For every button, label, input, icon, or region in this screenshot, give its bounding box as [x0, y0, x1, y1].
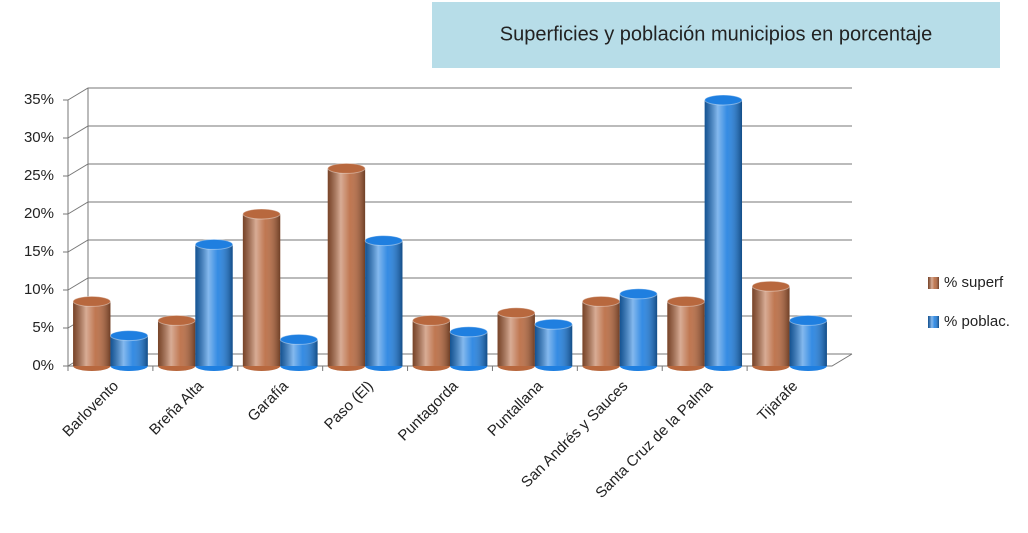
- x-tick-label: Puntagorda: [395, 377, 462, 444]
- grid-line: [67, 277, 852, 291]
- bar-group: [751, 280, 791, 371]
- grid-line: [67, 125, 852, 139]
- x-tick-label: Tijarafe: [754, 378, 801, 425]
- y-tick-label: 35%: [24, 91, 54, 108]
- bar-top: [619, 288, 658, 300]
- y-tick-label: 5%: [32, 319, 54, 336]
- bar-shine: [365, 240, 403, 366]
- y-tick-label: 15%: [24, 243, 54, 260]
- y-tick-label: 20%: [24, 205, 54, 222]
- bar-group: [497, 307, 536, 371]
- legend-label: % poblac.: [944, 313, 1010, 330]
- bar-top: [327, 162, 366, 174]
- y-tick-label: 25%: [24, 167, 54, 184]
- bar-top: [242, 208, 281, 220]
- bar-top: [449, 326, 488, 338]
- chart-title: Superficies y población municipios en po…: [500, 23, 932, 45]
- bar-top: [412, 314, 451, 326]
- bar-shine: [412, 320, 450, 366]
- bar-group: [242, 208, 281, 371]
- bar-group: [194, 238, 234, 371]
- x-tick-label: Paso (El): [321, 378, 377, 434]
- bar-group: [412, 314, 451, 371]
- bar-top: [279, 333, 319, 345]
- grid-line: [67, 239, 852, 253]
- legend-swatch-shine: [928, 316, 939, 328]
- bar-group: [279, 333, 319, 371]
- bar-shine: [582, 301, 620, 366]
- bar-group: [581, 295, 621, 371]
- bar-shine: [195, 244, 233, 366]
- bar-group: [364, 235, 403, 371]
- x-tick-label: Garafía: [244, 377, 292, 425]
- bar-shine: [327, 168, 366, 366]
- bar-shine: [73, 301, 111, 366]
- bar-shine: [752, 286, 790, 366]
- bar-top: [534, 318, 573, 330]
- bar-top: [109, 330, 149, 342]
- x-tick-label: Barlovento: [59, 378, 122, 441]
- x-tick-label: Puntallana: [484, 377, 547, 440]
- bar-top: [72, 295, 111, 307]
- bar-group: [704, 94, 743, 371]
- bar-shine: [534, 324, 573, 366]
- x-tick-label: Breña Alta: [146, 377, 207, 438]
- bar-group: [72, 295, 111, 371]
- bar-top: [789, 314, 828, 326]
- y-tick-label: 10%: [24, 281, 54, 298]
- bar-shine: [667, 301, 705, 366]
- bar-shine: [704, 100, 743, 366]
- legend-swatch-shine: [928, 277, 939, 289]
- bar-top: [364, 235, 403, 247]
- bar-top: [751, 280, 791, 292]
- bar-group: [789, 314, 828, 371]
- bar-top: [704, 94, 743, 106]
- bar-group: [109, 330, 149, 371]
- bar-shine: [157, 320, 196, 366]
- bar-top: [157, 314, 196, 326]
- bar-shine: [242, 214, 281, 366]
- bar-group: [449, 326, 488, 371]
- y-tick-label: 0%: [32, 357, 54, 374]
- bar-shine: [110, 335, 148, 366]
- y-tick-label: 30%: [24, 129, 54, 146]
- grid-line: [67, 201, 852, 215]
- bar-top: [194, 238, 234, 250]
- bar-shine: [450, 331, 488, 366]
- bar-top: [497, 307, 536, 319]
- bar-group: [666, 295, 706, 371]
- grid-line: [67, 87, 852, 101]
- grid-line: [67, 163, 852, 177]
- bar-group: [157, 314, 196, 371]
- bar-top: [666, 295, 706, 307]
- legend-label: % superf: [944, 274, 1004, 291]
- bar-shine: [789, 320, 827, 366]
- bar-group: [327, 162, 366, 371]
- bar-group: [619, 288, 658, 371]
- bar-shine: [497, 312, 535, 366]
- bar-top: [581, 295, 621, 307]
- bar-group: [534, 318, 573, 371]
- bar-shine: [619, 293, 658, 366]
- title-box: [432, 2, 1000, 68]
